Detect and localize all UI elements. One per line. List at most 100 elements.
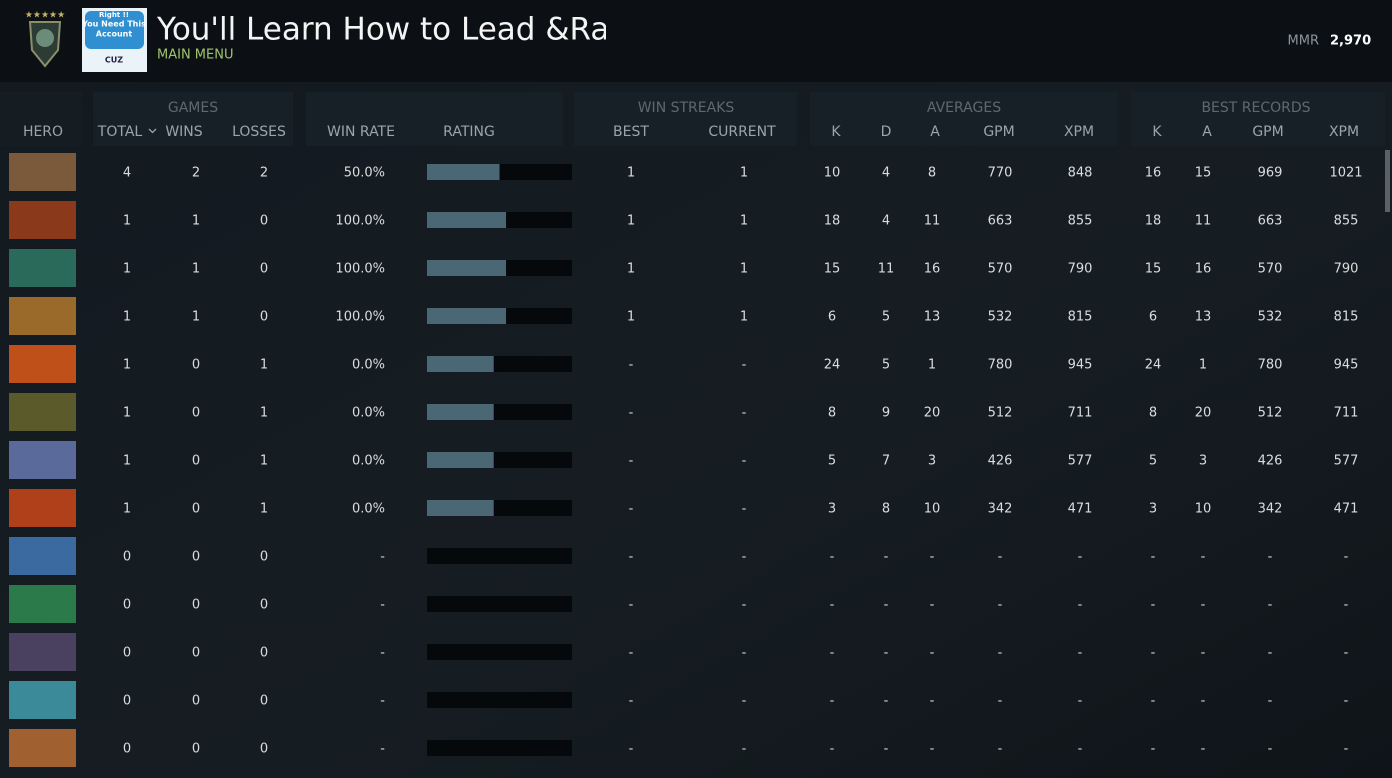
rating-bar [427,500,494,516]
table-cell: 1 [740,166,748,181]
table-cell: - [742,406,747,421]
table-cell: 3 [1199,454,1207,469]
table-cell: - [1344,742,1349,757]
hero-portrait[interactable] [9,249,76,287]
hero-portrait[interactable] [9,633,76,671]
table-cell: 0 [260,598,268,613]
table-cell: - [998,598,1003,613]
column-header[interactable]: CURRENT [708,124,776,140]
table-cell: 5 [882,358,890,373]
rating-track [427,596,572,612]
column-header[interactable]: WIN RATE [327,124,395,140]
table-cell: 855 [1334,214,1359,229]
column-header[interactable]: K [831,124,841,140]
hero-portrait[interactable] [9,441,76,479]
rating-bar [427,212,507,228]
table-cell: - [742,646,747,661]
table-cell: 1 [123,406,131,421]
table-cell: - [830,694,835,709]
column-header[interactable]: D [881,124,892,140]
table-cell: 10 [1195,502,1212,517]
table-cell: 100.0% [335,262,385,277]
column-header[interactable]: WINS [165,124,202,140]
hero-portrait[interactable] [9,585,76,623]
table-cell: 0 [123,646,131,661]
column-header[interactable]: LOSSES [232,124,286,140]
rating-track [427,548,572,564]
table-cell: 8 [828,406,836,421]
badge-text: Account [96,30,133,39]
hero-portrait[interactable] [9,489,76,527]
badge-text: Right !! [99,11,129,19]
table-cell: - [1151,598,1156,613]
hero-portrait[interactable] [9,153,76,191]
table-cell: 1 [260,454,268,469]
hero-portrait[interactable] [9,201,76,239]
main-menu-link[interactable]: MAIN MENU [157,48,233,63]
hero-portrait[interactable] [9,345,76,383]
table-cell: 0 [192,454,200,469]
table-cell: 471 [1334,502,1359,517]
table-cell: 10 [824,166,841,181]
column-header[interactable]: XPM [1329,124,1359,140]
column-header[interactable]: A [930,124,940,140]
table-cell: 0 [260,646,268,661]
hero-stats-table: GAMES WIN STREAKS AVERAGES BEST RECORDS HERO… [0,92,1390,767]
table-cell: - [629,646,634,661]
table-cell: 1 [123,262,131,277]
table-cell: 4 [882,166,890,181]
column-header[interactable]: TOTAL [97,124,143,140]
table-cell: 18 [1145,214,1162,229]
rating-track [427,692,572,708]
column-header[interactable]: K [1152,124,1162,140]
hero-portrait[interactable] [9,393,76,431]
table-cell: - [998,694,1003,709]
hero-portrait[interactable] [9,297,76,335]
table-cell: 1 [260,358,268,373]
table-cell: - [629,694,634,709]
table-cell: 24 [1145,358,1162,373]
table-cell: - [742,598,747,613]
hero-portrait[interactable] [9,681,76,719]
table-cell: 11 [924,214,941,229]
column-header[interactable]: GPM [1252,124,1283,140]
table-cell: - [830,646,835,661]
table-cell: - [884,694,889,709]
table-cell: - [1078,550,1083,565]
table-cell: - [830,550,835,565]
column-header[interactable]: XPM [1064,124,1094,140]
column-header[interactable]: GPM [983,124,1014,140]
table-cell: 8 [1149,406,1157,421]
table-cell: 9 [882,406,890,421]
table-cell: 2 [260,166,268,181]
rating-bar [427,404,494,420]
svg-text:★★★★★: ★★★★★ [25,11,65,21]
column-header[interactable]: A [1202,124,1212,140]
table-cell: 1021 [1329,166,1362,181]
table-cell: 16 [1145,166,1162,181]
table-cell: - [930,694,935,709]
rating-bar [427,452,494,468]
table-cell: - [629,742,634,757]
table-cell: 1 [123,502,131,517]
table-cell: 1 [928,358,936,373]
table-cell: 570 [1258,262,1283,277]
table-cell: 13 [1195,310,1212,325]
table-cell: 5 [828,454,836,469]
table-cell: - [930,646,935,661]
table-cell: 16 [1195,262,1212,277]
table-cell: - [380,550,385,565]
table-cell: - [884,742,889,757]
hero-portrait[interactable] [9,537,76,575]
column-header: HERO [23,124,63,140]
table-cell: 0 [123,742,131,757]
column-header[interactable]: BEST [613,124,649,140]
table-cell: 663 [1258,214,1283,229]
table-cell: - [629,550,634,565]
table-cell: 11 [878,262,895,277]
table-cell: 342 [988,502,1013,517]
table-cell: - [1201,550,1206,565]
hero-portrait[interactable] [9,729,76,767]
table-cell: 0.0% [352,406,385,421]
